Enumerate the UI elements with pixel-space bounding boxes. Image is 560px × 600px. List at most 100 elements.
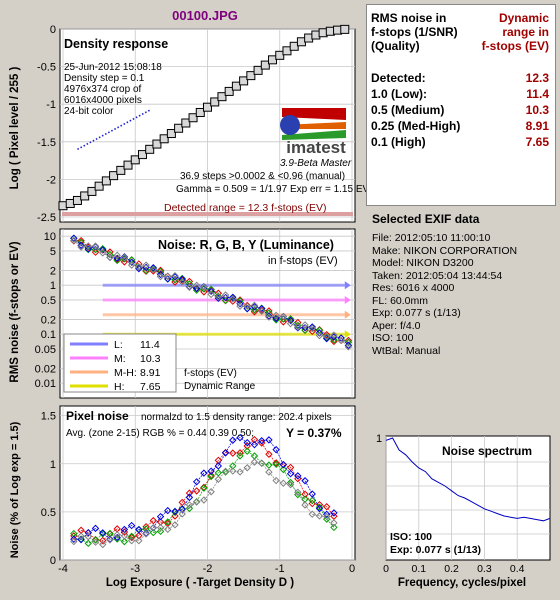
spectrum-xtick: 0.1 — [411, 563, 426, 575]
pixel-noise-point — [229, 449, 237, 457]
pixel-noise-point — [308, 499, 316, 508]
pixel-xtick: 0 — [349, 563, 355, 575]
imatest-version: 3.9-Beta Master — [280, 158, 352, 169]
pixel-noise-point — [214, 462, 223, 470]
pixel-xtick: -2 — [203, 563, 213, 575]
noise-point — [171, 271, 179, 280]
exif-line: WtBal: Manual — [372, 344, 441, 357]
pixel-noise-point — [178, 505, 186, 513]
spectrum-panel: 1 0 0.1 0.2 0.3 0.4 Noise spectrum ISO: 100 … — [376, 433, 551, 589]
noise-point — [127, 258, 136, 266]
noise-point — [91, 242, 100, 250]
exif-line: File: 2012:05:10 11:00:10 — [372, 232, 491, 244]
pixel-noise-point — [70, 537, 78, 546]
pixel-noise-point — [99, 536, 107, 545]
density-ytick: -1 — [46, 99, 56, 111]
pixel-noise-point — [294, 488, 302, 496]
density-point — [116, 165, 126, 175]
noise-ytick: 0.05 — [35, 344, 56, 356]
pixel-noise-point — [286, 469, 295, 478]
density-info-line: 24-bit color — [64, 106, 114, 117]
density-point — [80, 191, 90, 201]
pixel-noise-point — [272, 445, 280, 454]
legend-name: H: — [114, 381, 125, 393]
pixel-noise-point — [77, 535, 85, 544]
density-point — [217, 92, 227, 102]
pixel-noise-point — [164, 518, 172, 526]
noise-point — [178, 274, 186, 283]
pixel-noise-line — [73, 439, 335, 541]
noise-point — [99, 249, 107, 257]
pixel-noise-point — [265, 461, 273, 469]
density-ytick: -2 — [46, 174, 56, 186]
spectrum-xtick: 0.2 — [444, 563, 459, 575]
noise-ytick: 5 — [50, 246, 56, 258]
row-label: 0.1 (High) — [371, 135, 426, 149]
pixel-noise-point — [91, 538, 100, 546]
pixel-noise-point — [149, 523, 158, 532]
exif-line: Model: NIKON D3200 — [372, 257, 474, 269]
spectrum-iso: ISO: 100 — [390, 531, 432, 543]
pixel-noise-point — [294, 474, 302, 483]
pixel-noise-point — [330, 519, 338, 527]
noise-series-line — [73, 240, 349, 348]
pixel-noise-point — [265, 468, 273, 476]
noise-point — [265, 312, 273, 320]
dr-note-1: f-stops (EV) — [184, 368, 237, 379]
pixel-noise-point — [315, 503, 324, 511]
density-point — [94, 181, 104, 191]
pixel-noise-point — [236, 452, 244, 460]
pixel-noise-point — [207, 467, 215, 475]
pixel-noise-title: Pixel noise — [66, 409, 129, 423]
density-stats-2: Gamma = 0.509 = 1/1.97 Exp err = 1.15 EV — [176, 184, 369, 195]
noise-ytick: 2 — [50, 265, 56, 277]
pixel-noise-point — [149, 516, 158, 525]
noise-subtitle: in f-stops (EV) — [268, 255, 338, 267]
pixel-noise-point — [236, 433, 244, 442]
noise-point — [265, 313, 273, 321]
noise-point — [301, 323, 309, 332]
noise-point — [279, 312, 288, 321]
noise-title: Noise: R, G, B, Y (Luminance) — [158, 238, 334, 252]
density-panel: 0 -0.5 -1 -1.5 -2 -2.5 Log ( Pixel level / 25… — [9, 24, 369, 224]
noise-point — [70, 234, 78, 242]
legend-value: 7.65 — [140, 381, 161, 393]
table-row: Detected: 12.3 — [371, 71, 549, 85]
density-point — [282, 46, 292, 56]
noise-point — [344, 343, 353, 351]
dr-threshold-arrow — [344, 330, 351, 339]
legend-value: 8.91 — [140, 367, 161, 379]
noise-point — [156, 272, 165, 281]
pixel-noise-point — [272, 459, 280, 467]
legend-name: M-H: — [114, 367, 137, 379]
pixel-noise-point — [200, 483, 208, 492]
pixel-noise-line — [73, 450, 335, 544]
pixel-noise-y-result: Y = 0.37% — [286, 426, 342, 440]
noise-point — [315, 331, 324, 340]
noise-point — [286, 319, 295, 328]
density-point — [203, 102, 212, 112]
noise-point — [250, 301, 259, 310]
noise-point — [207, 290, 215, 299]
density-info-line: Density step = 0.1 — [64, 73, 145, 84]
spectrum-ytick: 1 — [376, 433, 382, 445]
pixel-noise-point — [308, 496, 316, 505]
density-point — [123, 160, 133, 170]
dr-threshold-arrow — [344, 295, 351, 304]
row-label: 0.25 (Med-High) — [371, 119, 461, 133]
pixel-noise-point — [185, 501, 194, 509]
row-label: 1.0 (Low): — [371, 87, 427, 101]
exif-line: FL: 60.0mm — [372, 294, 429, 307]
pixel-noise-point — [323, 512, 331, 521]
noise-point — [99, 245, 107, 253]
row-value: 8.91 — [525, 119, 549, 133]
noise-point — [337, 336, 345, 345]
pixel-noise-point — [120, 537, 129, 546]
pixel-noise-point — [308, 510, 316, 518]
noise-point — [120, 258, 129, 266]
pixel-noise-point — [250, 440, 259, 449]
noise-point — [77, 243, 85, 251]
density-ytick: -1.5 — [37, 137, 56, 149]
pixel-noise-point — [120, 532, 129, 540]
